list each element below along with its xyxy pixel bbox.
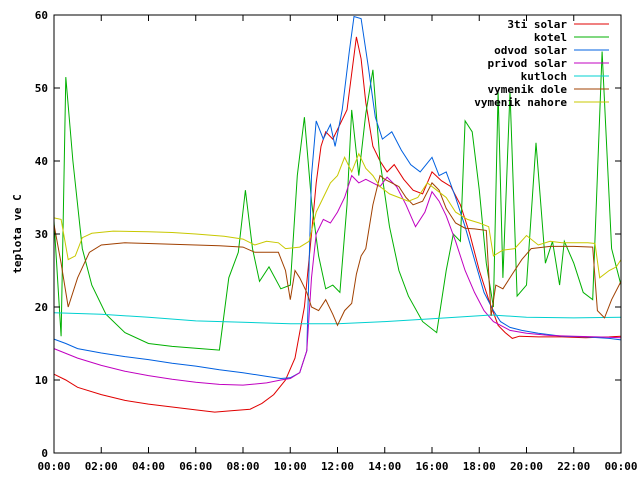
x-tick-label: 08:00 [226,460,259,473]
legend-label: kutloch [521,70,567,83]
x-tick-label: 04:00 [132,460,165,473]
legend-label: vymenik dole [488,83,568,96]
y-axis-label: teplota ve C [11,194,24,273]
x-tick-label: 18:00 [463,460,496,473]
series-line-odvod-solar [53,15,622,380]
x-tick-label: 20:00 [510,460,543,473]
x-tick-label: 00:00 [37,460,70,473]
x-tick-label: 10:00 [274,460,307,473]
y-tick-label: 20 [35,301,48,314]
legend-label: kotel [534,31,567,44]
series-line-kotel [53,51,622,351]
y-tick-label: 30 [35,228,48,241]
series-line-vymenik-dole [53,174,622,327]
x-tick-label: 22:00 [557,460,590,473]
y-tick-label: 50 [35,82,48,95]
legend-label: vymenik nahore [474,96,567,109]
series-line-3ti-solar [53,36,622,413]
y-tick-label: 10 [35,374,48,387]
x-tick-label: 12:00 [321,460,354,473]
x-tick-label: 00:00 [604,460,637,473]
series-line-privod-solar [53,174,622,386]
y-tick-label: 0 [41,447,48,460]
x-tick-label: 14:00 [368,460,401,473]
y-tick-label: 60 [35,9,48,22]
tick-layer: 0 10 20 30 40 50 60 00:00 02:00 04:00 06:00 08:00 10… [35,9,638,473]
legend-label: 3ti solar [507,18,567,31]
series-layer [53,15,622,413]
x-tick-label: 02:00 [85,460,118,473]
x-tick-label: 06:00 [179,460,212,473]
legend-label: odvod solar [494,44,567,57]
y-tick-label: 40 [35,155,48,168]
series-line-kutloch [53,312,622,325]
x-tick-label: 16:00 [415,460,448,473]
series-line-vymenik-nahore [53,152,622,279]
legend-label: privod solar [488,57,568,70]
